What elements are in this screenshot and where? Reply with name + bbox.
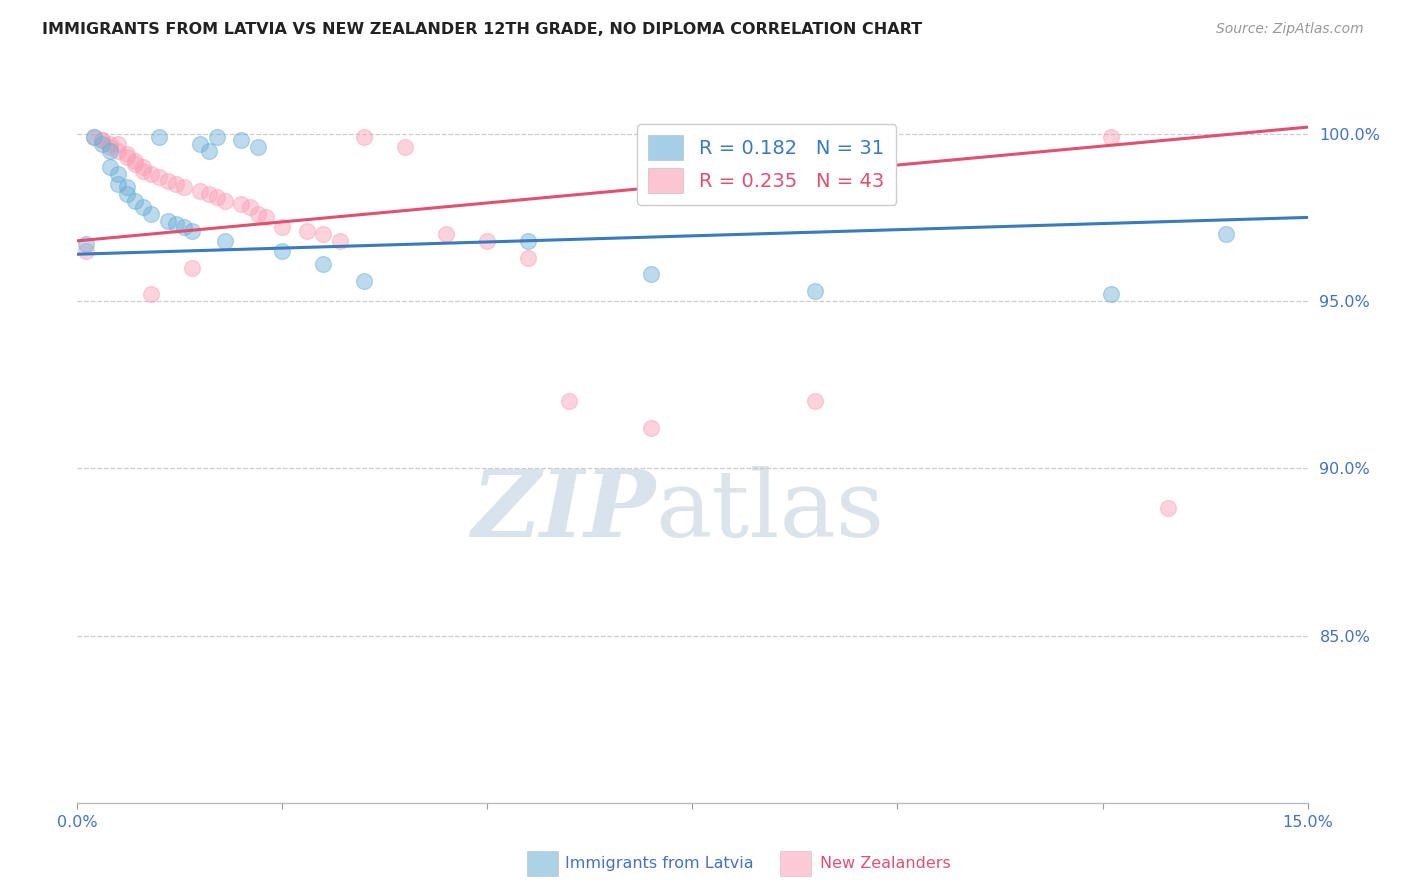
Text: New Zealanders: New Zealanders: [820, 856, 950, 871]
Point: [90, 136, 114, 151]
Point: [141, 287, 163, 301]
Point: [98, 136, 121, 151]
Point: [353, 274, 375, 288]
Point: [394, 140, 416, 154]
Point: [271, 220, 294, 235]
Point: [188, 184, 212, 198]
Point: [141, 167, 163, 181]
Point: [1099, 130, 1122, 145]
Point: [124, 153, 146, 168]
Point: [312, 227, 335, 242]
Point: [517, 234, 540, 248]
Legend: R = 0.182   N = 31, R = 0.235   N = 43: R = 0.182 N = 31, R = 0.235 N = 43: [637, 124, 896, 205]
Point: [295, 224, 318, 238]
Point: [205, 190, 228, 204]
Point: [804, 284, 827, 298]
Point: [165, 177, 187, 191]
Point: [98, 161, 121, 175]
Point: [329, 234, 352, 248]
Point: [205, 130, 228, 145]
Point: [231, 134, 253, 148]
Point: [107, 136, 129, 151]
Point: [197, 144, 219, 158]
Point: [558, 394, 581, 409]
Point: [181, 260, 204, 275]
Point: [98, 140, 121, 154]
Point: [115, 147, 138, 161]
Point: [517, 251, 540, 265]
Point: [804, 394, 827, 409]
Point: [181, 224, 204, 238]
Point: [246, 140, 269, 154]
Point: [188, 136, 212, 151]
Text: IMMIGRANTS FROM LATVIA VS NEW ZEALANDER 12TH GRADE, NO DIPLOMA CORRELATION CHART: IMMIGRANTS FROM LATVIA VS NEW ZEALANDER …: [42, 22, 922, 37]
Point: [173, 180, 195, 194]
Point: [312, 257, 335, 271]
Point: [98, 144, 121, 158]
Point: [246, 207, 269, 221]
Text: Source: ZipAtlas.com: Source: ZipAtlas.com: [1216, 22, 1364, 37]
Point: [353, 130, 375, 145]
Point: [1099, 287, 1122, 301]
Point: [124, 157, 146, 171]
Text: ZIP: ZIP: [471, 466, 655, 556]
Point: [156, 174, 179, 188]
Point: [173, 220, 195, 235]
Point: [640, 421, 662, 435]
Point: [115, 187, 138, 202]
Point: [75, 237, 97, 252]
Point: [156, 214, 179, 228]
Point: [83, 130, 105, 145]
Point: [477, 234, 499, 248]
Point: [148, 130, 170, 145]
Point: [115, 180, 138, 194]
Point: [640, 268, 662, 282]
Point: [115, 150, 138, 164]
Point: [165, 217, 187, 231]
Point: [83, 130, 105, 145]
Point: [132, 161, 155, 175]
Point: [197, 187, 219, 202]
Point: [132, 201, 155, 215]
Text: atlas: atlas: [655, 466, 884, 556]
Point: [141, 207, 163, 221]
Point: [239, 201, 262, 215]
Point: [214, 194, 236, 208]
Point: [271, 244, 294, 258]
Point: [107, 144, 129, 158]
Point: [231, 197, 253, 211]
Text: Immigrants from Latvia: Immigrants from Latvia: [565, 856, 754, 871]
Point: [132, 163, 155, 178]
Point: [1157, 501, 1180, 516]
Point: [254, 211, 277, 225]
Point: [214, 234, 236, 248]
Point: [90, 134, 114, 148]
Point: [1215, 227, 1237, 242]
Point: [107, 177, 129, 191]
Point: [148, 170, 170, 185]
Point: [75, 244, 97, 258]
Point: [107, 167, 129, 181]
Point: [124, 194, 146, 208]
Point: [90, 134, 114, 148]
Point: [436, 227, 458, 242]
